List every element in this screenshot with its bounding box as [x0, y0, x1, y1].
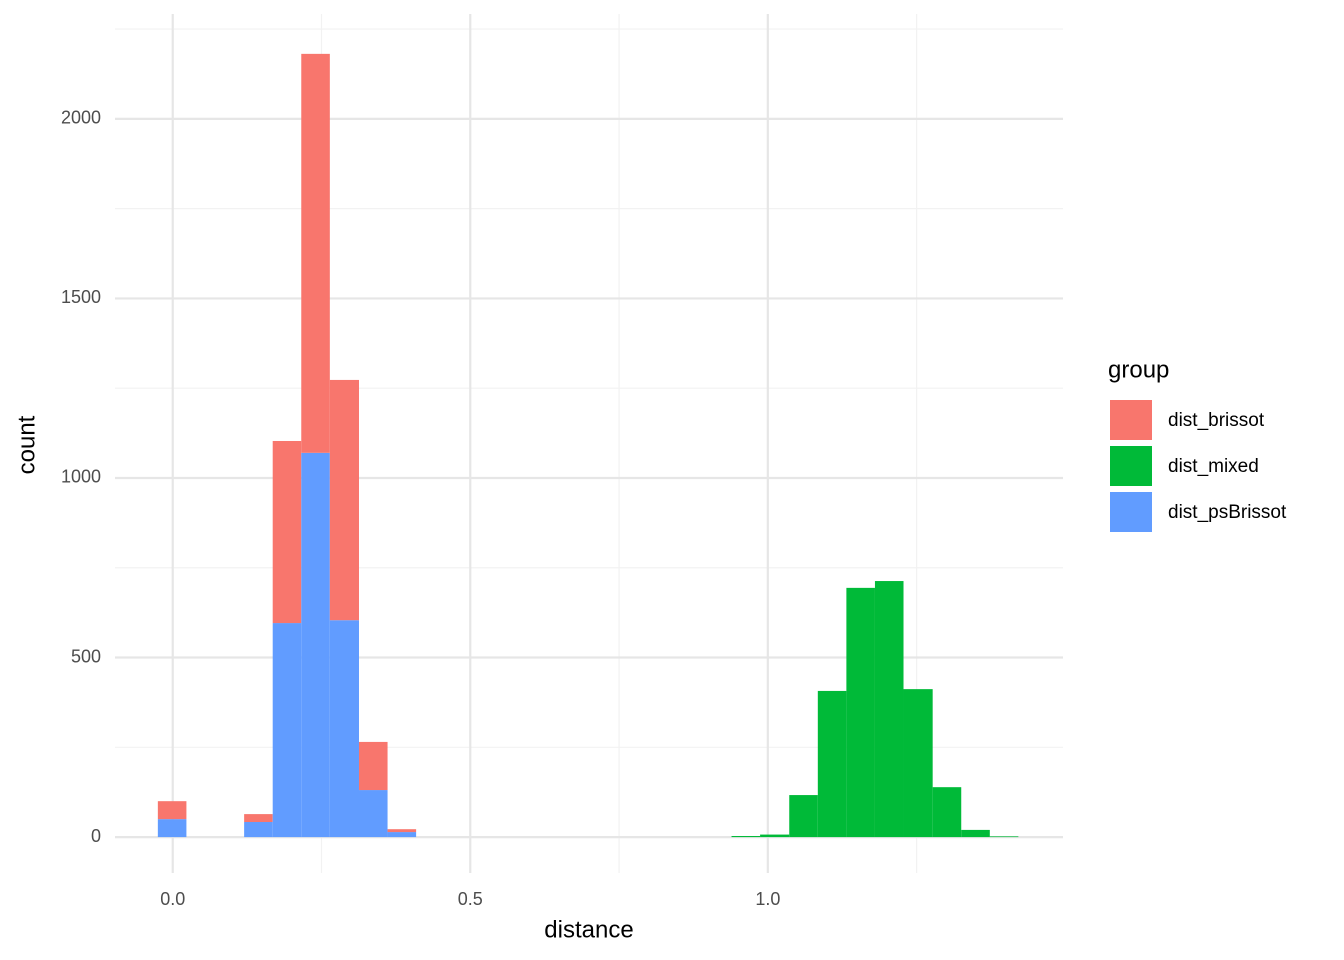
- legend-key: [1110, 446, 1152, 486]
- bar: [903, 689, 933, 838]
- bar: [387, 832, 417, 838]
- y-tick-label: 2000: [61, 108, 101, 128]
- bar: [301, 53, 330, 453]
- x-tick-label: 0.0: [160, 889, 185, 909]
- bar: [272, 440, 302, 624]
- y-axis-title: count: [13, 415, 40, 474]
- bar: [989, 836, 1019, 838]
- bar: [874, 581, 904, 838]
- bar: [329, 379, 359, 621]
- bar: [387, 829, 417, 833]
- y-tick-label: 500: [71, 646, 101, 666]
- bar: [932, 787, 962, 838]
- y-tick-label: 1000: [61, 467, 101, 487]
- bar: [244, 822, 273, 838]
- legend-label: dist_brissot: [1168, 410, 1265, 431]
- bar: [731, 836, 761, 838]
- bar: [760, 834, 790, 838]
- y-tick-label: 0: [91, 826, 101, 846]
- legend-label: dist_psBrissot: [1168, 502, 1287, 523]
- bar: [157, 819, 187, 838]
- x-tick-label: 1.0: [755, 889, 780, 909]
- bar: [329, 620, 359, 838]
- x-tick-label: 0.5: [458, 889, 483, 909]
- legend-label: dist_mixed: [1168, 456, 1259, 477]
- legend-title: group: [1108, 356, 1169, 383]
- bar: [358, 741, 388, 791]
- bar: [789, 795, 818, 838]
- bar: [157, 801, 187, 820]
- bar: [272, 623, 302, 838]
- bar: [244, 814, 273, 823]
- bar: [846, 587, 875, 838]
- legend-key: [1110, 400, 1152, 440]
- bar: [301, 452, 330, 838]
- legend-key: [1110, 492, 1152, 532]
- y-tick-label: 1500: [61, 287, 101, 307]
- x-axis-title: distance: [544, 916, 633, 943]
- bar: [961, 829, 990, 838]
- bar: [358, 790, 388, 838]
- bar: [817, 690, 847, 838]
